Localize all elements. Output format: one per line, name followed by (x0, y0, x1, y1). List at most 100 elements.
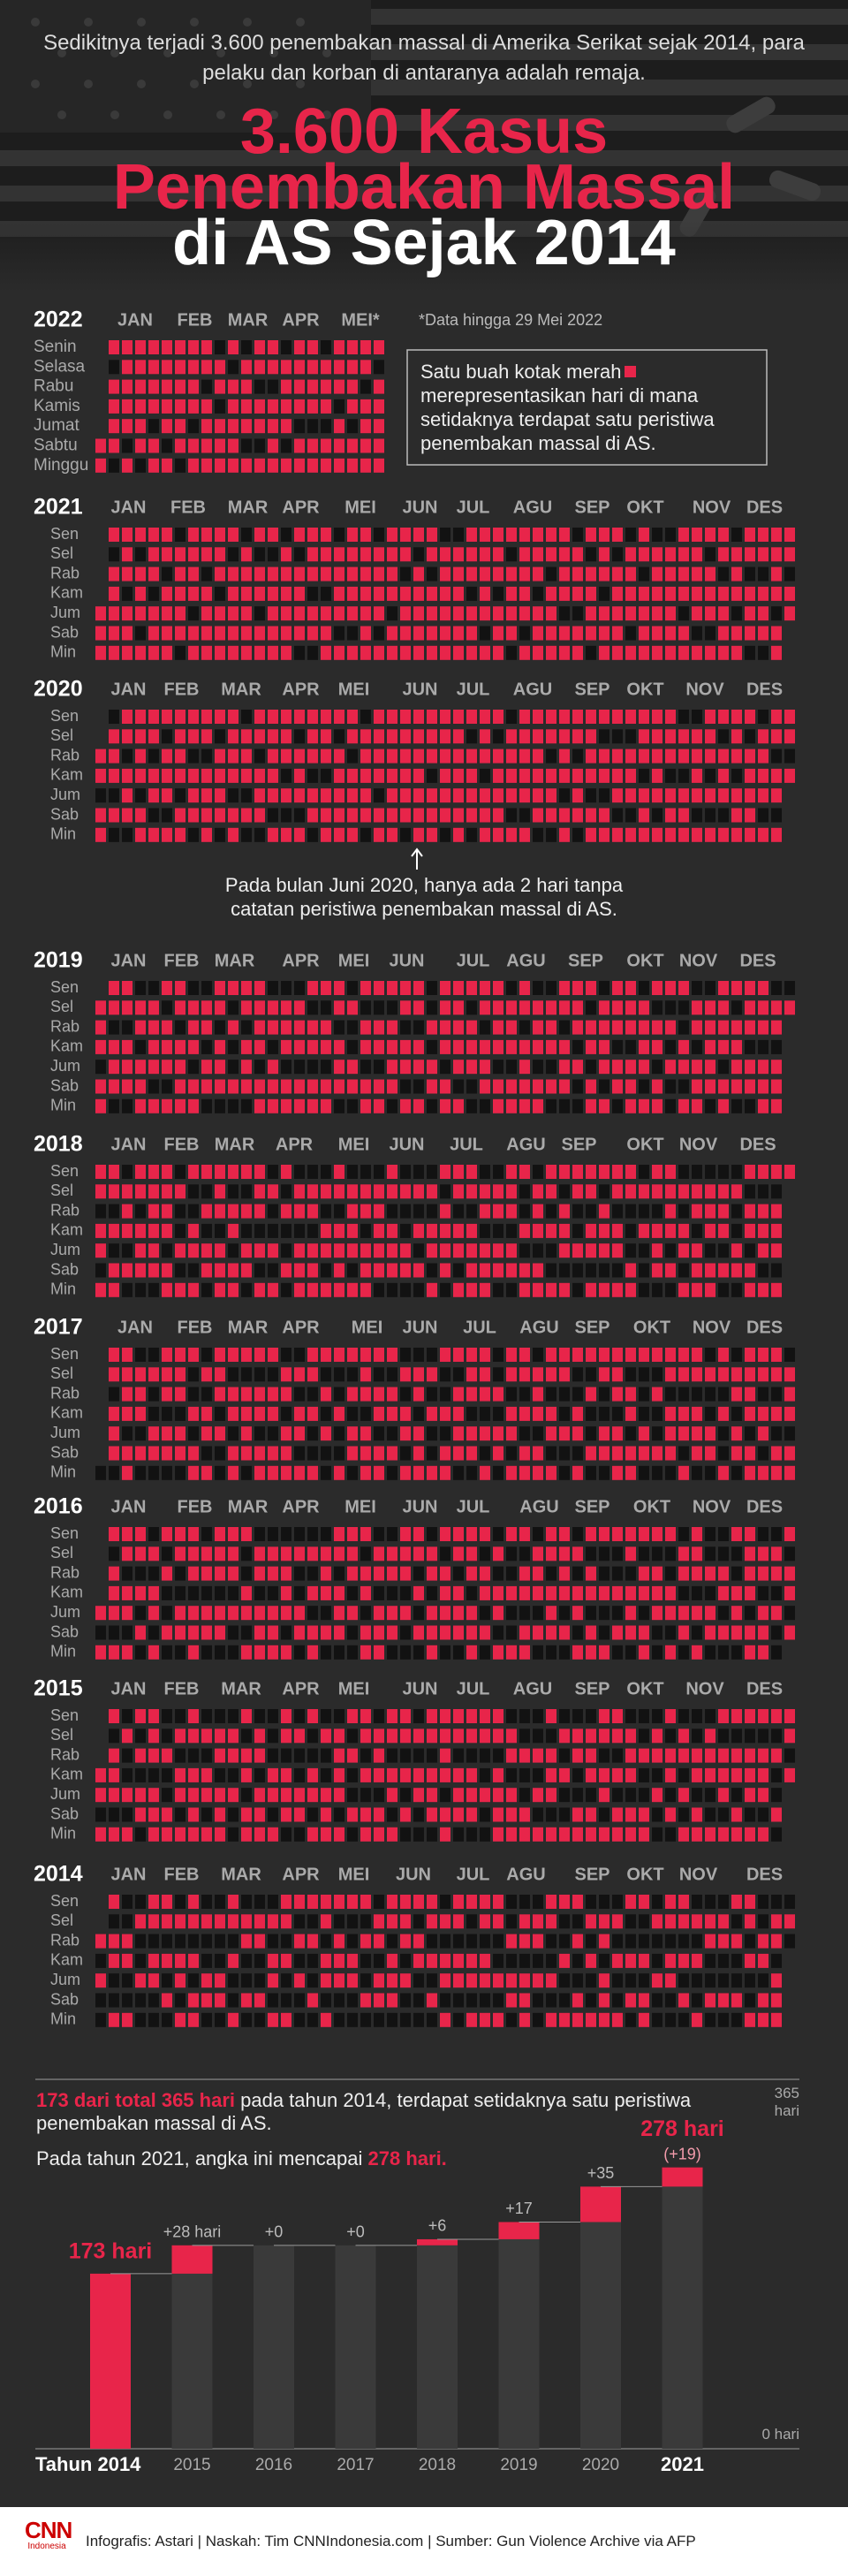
day-cell (347, 1788, 358, 1803)
day-cell (215, 1367, 225, 1382)
logo-sub: Indonesia (27, 2542, 66, 2551)
day-cell (718, 1165, 729, 1179)
day-cell (201, 1020, 212, 1035)
day-cell (109, 1767, 119, 1782)
day-cell (122, 1243, 132, 1258)
day-cell (493, 547, 504, 562)
day-cell (599, 606, 610, 621)
day-cell (162, 748, 172, 764)
day-cell (652, 1973, 662, 1988)
day-cell (148, 1020, 159, 1035)
day-cell (586, 1546, 596, 1562)
day-cell (374, 1184, 384, 1199)
x-tick-label: 2017 (337, 2456, 374, 2474)
day-cell (652, 1387, 662, 1402)
day-cell (360, 547, 371, 562)
day-cell (109, 340, 119, 354)
day-cell (122, 1465, 132, 1480)
day-label: Jum (50, 1424, 80, 1441)
day-cell (453, 1788, 464, 1803)
day-label: Kamis (34, 397, 80, 415)
day-cell (771, 1546, 782, 1562)
day-cell (625, 827, 636, 842)
day-cell (758, 1546, 768, 1562)
day-cell (586, 1098, 596, 1113)
day-cell (135, 399, 146, 414)
day-cell (122, 1527, 132, 1541)
day-cell (705, 1243, 716, 1258)
day-cell (771, 788, 782, 803)
day-cell (612, 528, 623, 542)
day-cell (731, 1426, 742, 1441)
day-cell (387, 2012, 398, 2027)
day-cell (599, 1767, 610, 1782)
day-cell (175, 547, 186, 562)
day-cell (413, 788, 424, 803)
day-cell (692, 2012, 702, 2027)
day-cell (665, 1426, 676, 1441)
day-cell (599, 547, 610, 562)
day-cell (453, 1098, 464, 1113)
day-cell (771, 1788, 782, 1803)
day-cell (334, 1729, 344, 1744)
day-cell (745, 1606, 755, 1621)
day-cell (228, 1566, 238, 1581)
day-cell (294, 360, 305, 375)
day-cell (241, 1204, 252, 1219)
day-cell (625, 1348, 636, 1362)
day-cell (387, 1446, 398, 1461)
day-cell (665, 547, 676, 562)
day-cell (599, 827, 610, 842)
day-cell (466, 1223, 477, 1238)
day-cell (466, 788, 477, 803)
day-cell (201, 399, 212, 414)
day-cell (466, 1767, 477, 1782)
day-cell (307, 1934, 318, 1949)
day-cell (572, 1165, 583, 1179)
day-cell (347, 1000, 358, 1015)
day-cell (148, 1184, 159, 1199)
day-cell (268, 1079, 278, 1094)
day-cell (480, 1465, 490, 1480)
day-cell (148, 1807, 159, 1822)
day-cell (241, 399, 252, 414)
day-cell (162, 1184, 172, 1199)
day-cell (665, 528, 676, 542)
day-cell (122, 1973, 132, 1988)
day-cell (334, 1585, 344, 1600)
day-cell (758, 1953, 768, 1968)
day-cell (586, 1953, 596, 1968)
day-cell (612, 1465, 623, 1480)
day-cell (758, 1748, 768, 1763)
day-label: Jum (50, 1785, 80, 1803)
day-cell (201, 1993, 212, 2008)
day-cell (771, 1184, 782, 1199)
day-cell (625, 1387, 636, 1402)
day-cell (639, 1625, 649, 1640)
day-cell (281, 1263, 292, 1278)
day-cell (360, 1527, 371, 1541)
day-cell (612, 566, 623, 581)
day-cell (453, 1446, 464, 1461)
day-label: Selasa (34, 357, 86, 376)
day-cell (427, 1767, 437, 1782)
day-cell (625, 1914, 636, 1929)
day-cell (612, 1934, 623, 1949)
day-cell (228, 1827, 238, 1842)
day-cell (162, 1204, 172, 1219)
day-cell (254, 1243, 265, 1258)
month-label: SEP (568, 951, 603, 970)
day-cell (466, 626, 477, 641)
day-cell (294, 1406, 305, 1421)
day-cell (175, 360, 186, 375)
day-cell (162, 1566, 172, 1581)
month-label: FEB (164, 1679, 200, 1698)
day-cell (493, 1000, 504, 1015)
day-cell (228, 2012, 238, 2027)
day-cell (307, 1788, 318, 1803)
month-label: JUL (457, 951, 490, 970)
day-cell (281, 808, 292, 823)
day-cell (572, 710, 583, 724)
day-cell (665, 1387, 676, 1402)
day-cell (678, 1282, 689, 1297)
